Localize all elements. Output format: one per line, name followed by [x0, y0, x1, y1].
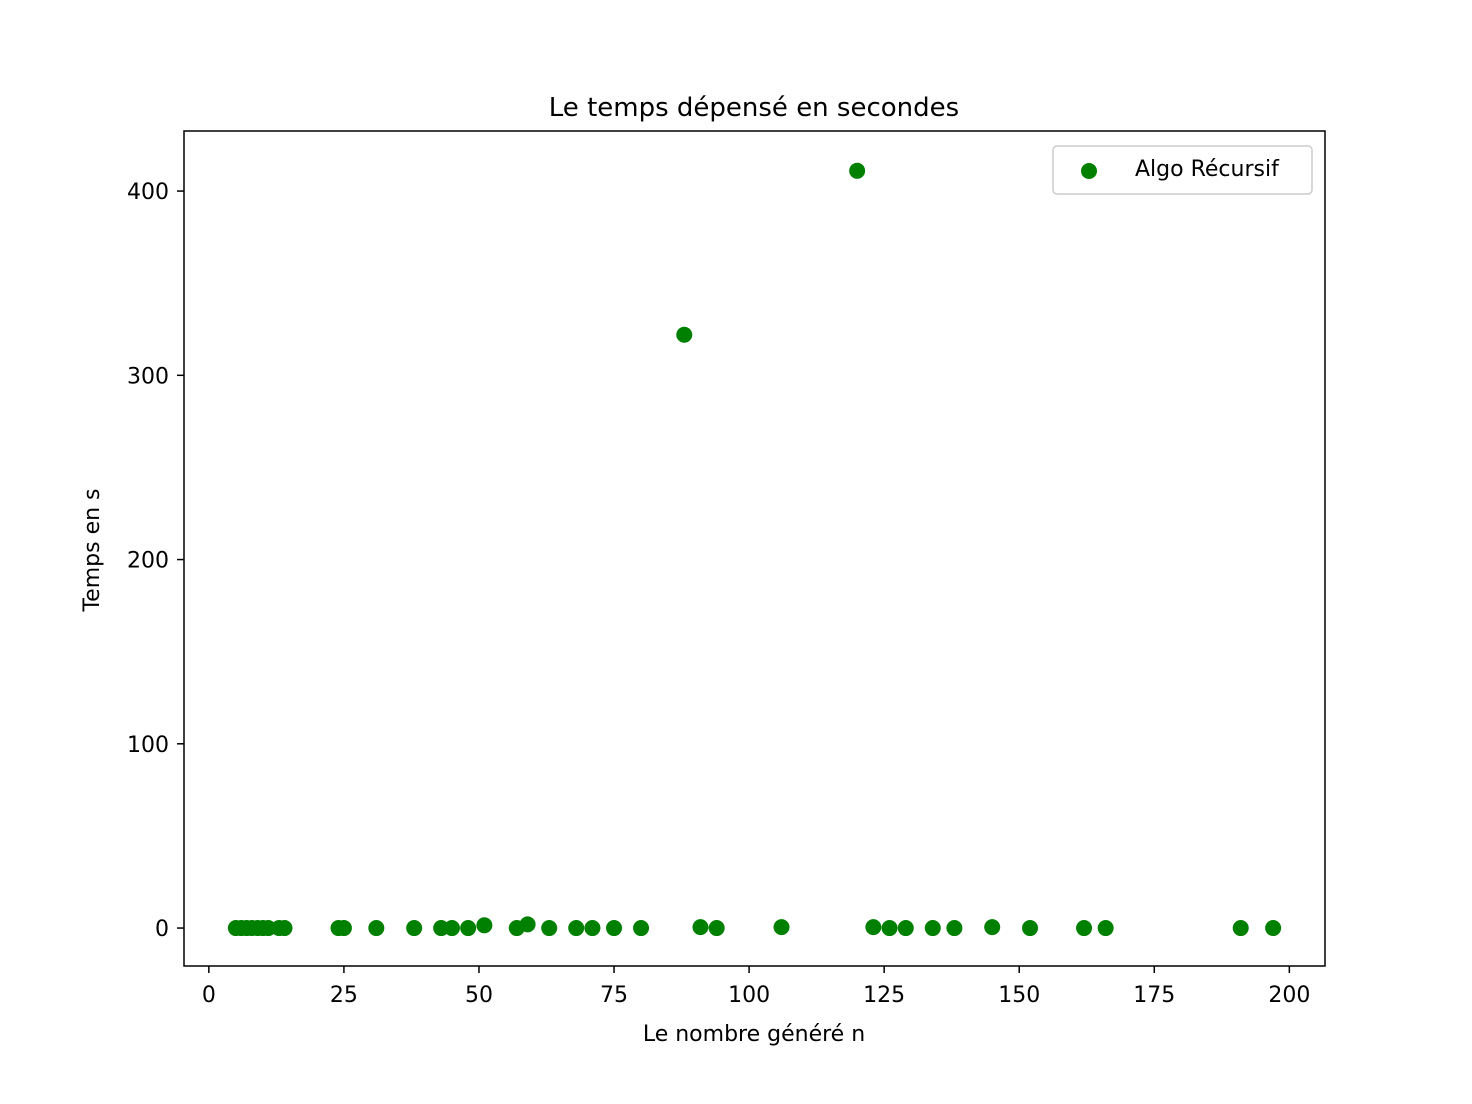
x-tick-label: 200	[1268, 983, 1310, 1008]
x-tick-label: 125	[863, 983, 905, 1008]
data-point	[849, 162, 866, 179]
plot-area: 0 25 50 75 100 125 150 175 200 0 100 200 300 400	[127, 130, 1326, 1008]
data-point	[335, 920, 352, 937]
data-point	[676, 326, 693, 343]
data-point	[460, 920, 477, 937]
data-point	[276, 920, 293, 937]
data-point	[633, 920, 650, 937]
y-tick-label: 100	[127, 733, 169, 758]
data-point	[773, 919, 790, 936]
data-point	[881, 920, 898, 937]
x-tick-label: 0	[202, 983, 216, 1008]
data-point	[692, 919, 709, 936]
data-point	[708, 920, 725, 937]
data-point	[584, 920, 601, 937]
x-axis-label: Le nombre généré n	[643, 1022, 865, 1047]
y-tick-label: 0	[155, 917, 169, 942]
data-point	[1097, 920, 1114, 937]
data-point	[368, 920, 385, 937]
x-tick-label: 100	[728, 983, 770, 1008]
data-point	[568, 920, 585, 937]
data-point	[406, 920, 423, 937]
x-tick-label: 175	[1133, 983, 1175, 1008]
x-tick-label: 150	[998, 983, 1040, 1008]
x-tick-label: 50	[465, 983, 493, 1008]
y-tick-label: 300	[127, 364, 169, 389]
data-point	[946, 920, 963, 937]
y-tick-label: 400	[127, 180, 169, 205]
data-point	[476, 917, 493, 934]
data-point	[924, 920, 941, 937]
data-point	[541, 920, 558, 937]
legend-marker	[1081, 163, 1097, 179]
data-point	[1076, 920, 1093, 937]
legend-box	[1052, 145, 1313, 195]
data-point	[1265, 920, 1282, 937]
data-point	[984, 919, 1001, 936]
legend-label: Algo Récursif	[1135, 157, 1280, 182]
legend: Algo Récursif	[1052, 145, 1313, 195]
data-point	[606, 920, 623, 937]
data-point	[1022, 920, 1039, 937]
y-tick-label: 200	[127, 549, 169, 574]
data-point	[865, 919, 882, 936]
plot-frame	[183, 130, 1326, 967]
x-tick-label: 25	[330, 983, 358, 1008]
data-point	[897, 920, 914, 937]
x-tick-label: 75	[600, 983, 628, 1008]
data-point	[443, 920, 460, 937]
data-point	[1232, 920, 1249, 937]
chart-title: Le temps dépensé en secondes	[549, 93, 959, 123]
y-axis-label: Temps en s	[80, 488, 105, 612]
data-point	[519, 916, 536, 933]
